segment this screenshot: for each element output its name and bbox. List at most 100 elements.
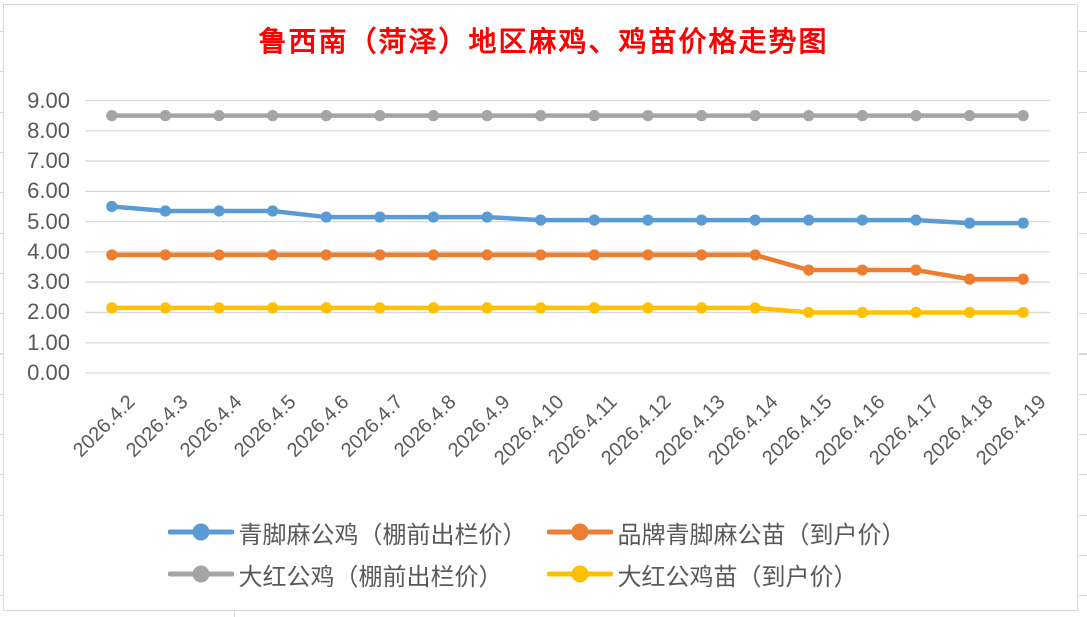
series-marker-2	[749, 110, 761, 122]
legend-marker-icon	[167, 523, 234, 541]
series-marker-3	[963, 306, 976, 319]
series-marker-1	[213, 249, 225, 261]
series-marker-3	[803, 306, 815, 319]
series-marker-1	[803, 264, 815, 276]
series-marker-1	[267, 249, 279, 261]
series-marker-0	[856, 214, 868, 226]
series-marker-0	[749, 214, 761, 226]
series-marker-3	[106, 302, 118, 314]
series-marker-0	[159, 205, 172, 217]
series-marker-2	[588, 110, 600, 122]
spreadsheet-gridline-stub	[1079, 111, 1087, 113]
series-marker-3	[642, 302, 654, 314]
series-marker-3	[267, 302, 279, 314]
spreadsheet-gridline-stub	[0, 514, 3, 516]
spreadsheet-gridline-stub	[0, 111, 3, 113]
series-marker-2	[910, 110, 922, 122]
series-marker-1	[963, 273, 976, 285]
spreadsheet-gridline-stub	[0, 393, 3, 395]
series-marker-2	[642, 110, 654, 122]
series-line-0	[109, 204, 1026, 226]
legend-item-1: 品牌青脚麻公苗（到户价）	[546, 516, 920, 549]
y-axis-label: 4.00	[27, 238, 70, 264]
series-marker-3	[374, 302, 386, 314]
legend-label: 青脚麻公鸡（棚前出栏价）	[238, 521, 527, 549]
series-line-1	[109, 252, 1026, 282]
series-marker-2	[213, 110, 225, 122]
series-marker-2	[427, 110, 440, 122]
legend-marker-icon	[546, 523, 613, 541]
series-marker-0	[481, 211, 493, 223]
spreadsheet-gridline-stub	[0, 595, 3, 597]
series-marker-2	[481, 110, 493, 122]
series-marker-2	[320, 110, 332, 122]
spreadsheet-gridline-stub	[1079, 514, 1087, 516]
series-marker-0	[106, 200, 118, 213]
series-marker-0	[803, 214, 815, 226]
series-marker-2	[1017, 110, 1029, 122]
spreadsheet-gridline-stub	[0, 232, 3, 234]
series-marker-2	[267, 110, 279, 122]
series-marker-0	[427, 211, 440, 223]
series-marker-3	[856, 306, 868, 319]
y-axis-label: 5.00	[27, 208, 70, 234]
series-marker-3	[481, 302, 493, 314]
series-marker-3	[213, 302, 225, 314]
series-marker-2	[695, 110, 708, 122]
spreadsheet-gridline-stub	[1079, 353, 1087, 355]
series-marker-2	[159, 110, 172, 122]
spreadsheet-gridline-stub	[0, 554, 3, 557]
spreadsheet-gridline-stub	[0, 313, 3, 315]
spreadsheet-gridline-stub	[0, 192, 3, 194]
legend-marker-icon	[167, 565, 234, 583]
series-marker-2	[856, 110, 868, 122]
series-marker-2	[963, 110, 976, 122]
spreadsheet-gridline-stub	[1079, 474, 1087, 476]
series-line-3	[109, 305, 1026, 315]
y-axis-label: 8.00	[27, 117, 70, 143]
legend-item-3: 大红公鸡苗（到户价）	[546, 558, 920, 591]
series-marker-3	[749, 302, 761, 314]
series-marker-1	[695, 249, 708, 261]
series-marker-1	[159, 249, 172, 261]
series-marker-1	[1017, 273, 1029, 285]
spreadsheet-gridline-stub	[1079, 434, 1087, 436]
series-marker-1	[910, 264, 922, 276]
spreadsheet-gridline-stub	[0, 474, 3, 476]
series-marker-0	[267, 205, 279, 217]
series-marker-0	[1017, 217, 1029, 229]
spreadsheet-gridline-stub	[1079, 31, 1087, 33]
spreadsheet-gridline-stub	[1079, 393, 1087, 395]
legend-item-0: 青脚麻公鸡（棚前出栏价）	[167, 516, 547, 549]
series-marker-0	[374, 211, 386, 223]
legend-label: 大红公鸡（棚前出栏价）	[238, 563, 503, 591]
spreadsheet-gridline-stub	[0, 151, 3, 154]
series-marker-0	[642, 214, 654, 226]
series-marker-1	[320, 249, 332, 261]
series-marker-3	[427, 302, 440, 314]
legend-label: 品牌青脚麻公苗（到户价）	[617, 521, 906, 549]
spreadsheet-gridline-stub	[1079, 313, 1087, 315]
series-marker-0	[535, 214, 547, 226]
series-marker-3	[320, 302, 332, 314]
series-marker-0	[320, 211, 332, 223]
legend: 青脚麻公鸡（棚前出栏价） 品牌青脚麻公苗（到户价） 大红公鸡（棚前出栏价） 大红公鸡苗…	[0, 516, 1087, 591]
series-marker-1	[535, 249, 547, 261]
y-axis-label: 9.00	[27, 87, 70, 113]
spreadsheet-gridline-stub	[1079, 232, 1087, 234]
legend-label: 大红公鸡苗（到户价）	[617, 563, 858, 591]
spreadsheet-gridline-stub	[1079, 71, 1087, 73]
series-marker-3	[159, 302, 172, 314]
spreadsheet-gridline-stub	[0, 71, 3, 73]
legend-marker-icon	[546, 565, 613, 583]
series-marker-2	[106, 110, 118, 122]
spreadsheet-gridline-stub	[0, 31, 3, 33]
y-axis-label: 0.00	[27, 360, 70, 385]
series-marker-3	[695, 302, 708, 314]
series-marker-3	[588, 302, 600, 314]
series-marker-1	[588, 249, 600, 261]
spreadsheet-gridline-stub	[1079, 151, 1087, 154]
spreadsheet-gridline-stub	[1079, 595, 1087, 597]
